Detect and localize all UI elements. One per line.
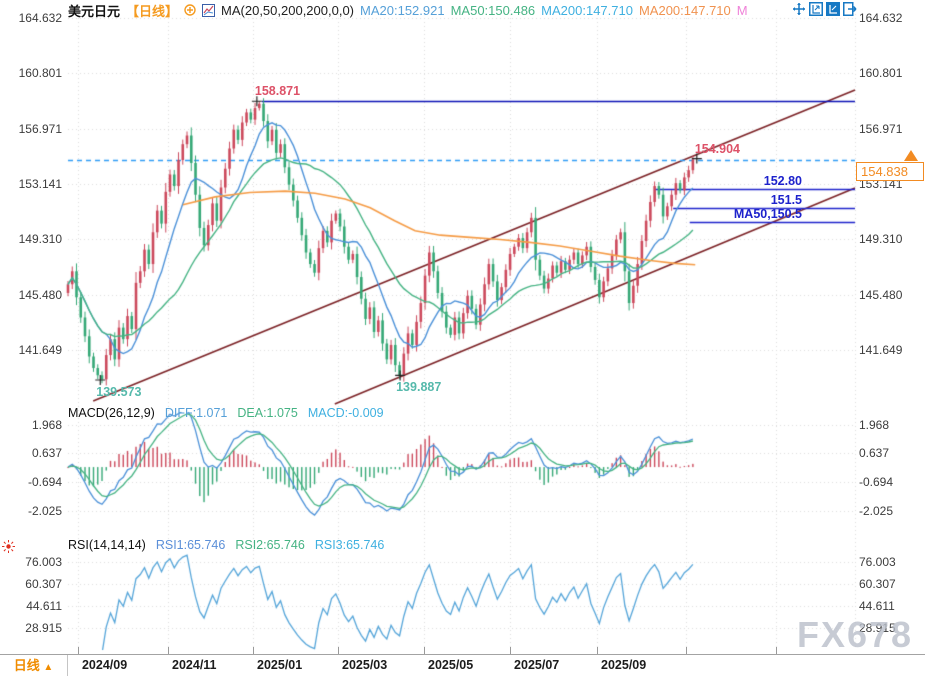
y-axis-tick-label: 145.480 — [18, 287, 62, 302]
macd-dea-value: DEA:1.075 — [237, 406, 298, 420]
level-line-label: 151.5 — [770, 192, 802, 207]
y-axis-tick-label: 153.141 — [18, 177, 62, 192]
m-truncated-label: M — [736, 2, 748, 18]
y-axis-tick-label: 44.611 — [26, 598, 62, 613]
time-axis-tick — [168, 647, 170, 655]
y-axis-tick-label: 60.307 — [859, 576, 896, 591]
ma200b-value: MA200:147.710 — [638, 2, 731, 18]
rsi1-value: RSI1:65.746 — [155, 538, 226, 552]
zoom-y-axis-icon[interactable] — [809, 2, 823, 16]
y-axis-tick-label: 76.003 — [859, 555, 896, 569]
macd-header: MACD(26,12,9) DIFF:1.071 DEA:1.075 MACD:… — [68, 406, 384, 420]
y-axis-tick-label: -0.694 — [859, 475, 894, 490]
time-axis-tick — [338, 647, 340, 655]
macd-hist-value: MACD:-0.009 — [307, 406, 384, 420]
y-axis-tick-label: -0.694 — [27, 475, 62, 490]
swing-point-label: 139.573 — [96, 384, 142, 399]
time-axis-tick — [77, 647, 79, 655]
ma20-value: MA20:152.921 — [360, 2, 445, 18]
pan-tool-icon[interactable] — [792, 2, 806, 16]
y-axis-tick-label: 76.003 — [25, 555, 62, 569]
exit-chart-icon[interactable] — [843, 2, 857, 16]
chart-header: 美元日元 【日线】 MA(20,50,200,200,0,0) MA20:152.… — [68, 2, 748, 19]
time-axis-label: 2025/03 — [342, 658, 388, 672]
level-line-label: 152.80 — [763, 173, 802, 188]
y-axis-tick-label: 0.637 — [859, 446, 890, 461]
ma200-value: MA200:147.710 — [541, 2, 633, 18]
chevron-up-icon: ▲ — [43, 662, 54, 673]
y-axis-tick-label: 28.915 — [25, 620, 62, 635]
y-axis-tick-label: 145.480 — [859, 287, 903, 302]
swing-point-label: 158.871 — [254, 84, 301, 99]
ma-settings-label: MA(20,50,200,200,0,0) — [221, 2, 355, 18]
time-axis-label: 2025/07 — [514, 658, 560, 672]
macd-title: MACD(26,12,9) — [68, 406, 155, 420]
chart-toolbar — [792, 2, 857, 16]
time-axis-tick — [424, 647, 426, 655]
y-axis-tick-label: 1.968 — [859, 417, 890, 432]
zoom-x-axis-icon[interactable] — [826, 2, 840, 16]
time-axis-tick — [775, 647, 777, 655]
y-axis-tick-label: 164.632 — [859, 11, 903, 26]
time-axis-label: 2024/09 — [81, 658, 128, 672]
y-axis-tick-label: -2.025 — [859, 503, 894, 518]
time-axis-label: 2025/09 — [601, 658, 647, 672]
period-tag: 【日线】 — [126, 3, 179, 19]
y-axis-tick-label: 149.310 — [18, 232, 62, 247]
y-axis-tick-label: 160.801 — [859, 66, 903, 81]
y-axis-tick-label: 160.801 — [18, 66, 62, 81]
y-axis-tick-label: 153.141 — [859, 177, 903, 192]
rsi2-value: RSI2:65.746 — [235, 538, 305, 552]
y-axis-tick-label: 60.307 — [25, 576, 62, 591]
price-alert-arrow-icon[interactable] — [903, 148, 919, 166]
swing-point-label: 154.904 — [694, 141, 740, 156]
time-axis-label: 2025/01 — [257, 658, 303, 672]
time-axis-label: 2025/05 — [428, 658, 474, 672]
y-axis-tick-label: 0.637 — [31, 446, 62, 461]
y-axis-tick-label: 156.971 — [859, 121, 903, 136]
y-axis-tick-label: 44.611 — [859, 598, 895, 613]
period-selector[interactable]: 日线 ▲ — [0, 655, 68, 676]
live-indicator-icon[interactable] — [2, 540, 15, 558]
time-axis-tick — [597, 647, 599, 655]
y-axis-tick-label: 141.649 — [859, 343, 903, 357]
y-axis-tick-label: 28.915 — [859, 620, 896, 635]
level-line-label: MA50,150.5 — [733, 207, 802, 222]
last-price-box: 154.838 — [856, 161, 924, 181]
swing-point-label: 139.887 — [396, 380, 442, 395]
symbol-title: 美元日元 — [68, 3, 121, 19]
ma-indicator-icon[interactable] — [202, 3, 216, 17]
y-axis-tick-label: 149.310 — [859, 232, 903, 247]
time-axis-bar: 日线 ▲ 2024/09 2024/11 2025/01 2025/03 2025/05… — [0, 654, 925, 677]
y-axis-tick-label: 1.968 — [31, 417, 62, 432]
add-indicator-icon[interactable] — [184, 4, 196, 16]
rsi-title: RSI(14,14,14) — [68, 538, 146, 552]
time-axis-tick — [253, 647, 255, 655]
ma50-value: MA50:150.486 — [450, 2, 536, 18]
y-axis-tick-label: 156.971 — [18, 121, 62, 136]
time-axis-tick — [686, 647, 688, 655]
y-axis-tick-label: 141.649 — [18, 343, 62, 357]
y-axis-tick-label: -2.025 — [27, 503, 62, 518]
time-axis-label: 2024/11 — [172, 658, 217, 672]
time-axis-tick — [510, 647, 512, 655]
rsi-header: RSI(14,14,14) RSI1:65.746 RSI2:65.746 RS… — [68, 538, 384, 552]
macd-diff-value: DIFF:1.071 — [164, 406, 228, 420]
rsi3-value: RSI3:65.746 — [314, 538, 385, 552]
y-axis-tick-label: 164.632 — [18, 11, 62, 26]
